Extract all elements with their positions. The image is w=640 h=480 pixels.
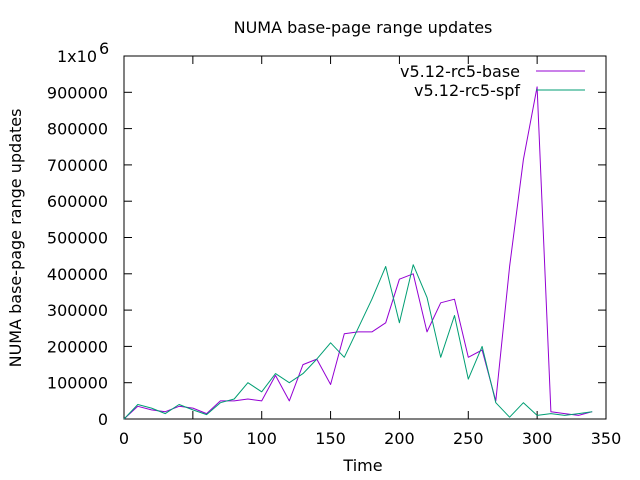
legend-entry: v5.12-rc5-spf <box>414 81 585 100</box>
legend-label: v5.12-rc5-spf <box>414 81 520 100</box>
y-tick-label: 300000 <box>47 301 108 320</box>
x-axis-label: Time <box>342 456 382 475</box>
x-tick-label: 250 <box>453 429 484 448</box>
series-line-v5.12-rc5-spf <box>123 264 593 420</box>
x-axis: 0 50 100 150 200 250 300 350 <box>119 56 621 448</box>
y-tick-label: 500000 <box>47 229 108 248</box>
y-tick-label: 900000 <box>47 83 108 102</box>
legend-entry: v5.12-rc5-base <box>400 62 585 81</box>
x-tick-label: 100 <box>246 429 277 448</box>
y-axis: 0 100000 200000 300000 400000 500000 600000 700… <box>47 39 606 429</box>
y-tick-label: 400000 <box>47 265 108 284</box>
y-tick-label: 100000 <box>47 374 108 393</box>
y-tick-label: 600000 <box>47 192 108 211</box>
y-tick-label: 200000 <box>47 337 108 356</box>
plot-frame <box>123 55 607 420</box>
x-tick-label: 50 <box>183 429 203 448</box>
chart-title: NUMA base-page range updates <box>234 18 493 37</box>
x-tick-label: 0 <box>119 429 129 448</box>
x-tick-label: 350 <box>591 429 622 448</box>
y-tick-label: 700000 <box>47 156 108 175</box>
x-tick-label: 300 <box>522 429 553 448</box>
x-tick-label: 200 <box>384 429 415 448</box>
y-tick-label: 1x10 <box>57 47 97 66</box>
legend: v5.12-rc5-base v5.12-rc5-spf <box>400 62 585 100</box>
y-tick-exponent: 6 <box>99 39 109 58</box>
series-line-v5.12-rc5-base <box>123 86 593 420</box>
legend-label: v5.12-rc5-base <box>400 62 520 81</box>
y-tick-label: 800000 <box>47 120 108 139</box>
y-tick-label: 0 <box>98 410 108 429</box>
x-tick-label: 150 <box>315 429 346 448</box>
series-layer <box>123 86 593 420</box>
y-axis-label: NUMA base-page range updates <box>6 109 25 368</box>
